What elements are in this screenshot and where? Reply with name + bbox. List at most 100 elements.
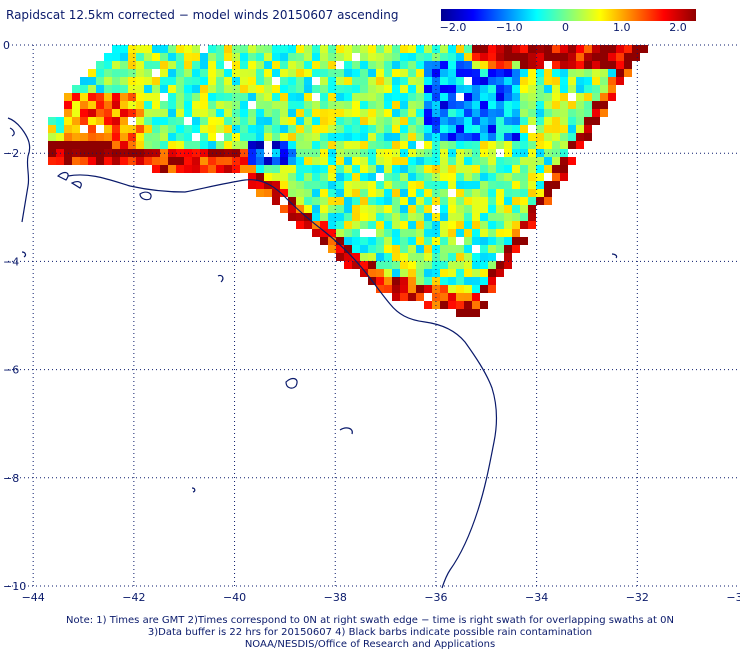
- swath-cell: [480, 197, 488, 205]
- swath-cell: [424, 141, 432, 149]
- colorbar-tick-label: 1.0: [613, 21, 631, 34]
- swath-cell: [288, 181, 296, 189]
- swath-cell: [464, 245, 472, 253]
- swath-cell: [256, 101, 264, 109]
- swath-cell: [160, 101, 168, 109]
- swath-cell: [336, 213, 344, 221]
- swath-cell: [408, 213, 416, 221]
- swath-cell: [472, 181, 480, 189]
- swath-cell: [312, 125, 320, 133]
- swath-cell: [512, 173, 520, 181]
- swath-cell: [272, 61, 280, 69]
- swath-cell: [488, 277, 496, 285]
- swath-cell: [368, 237, 376, 245]
- swath-cell: [464, 85, 472, 93]
- swath-cell: [376, 205, 384, 213]
- swath-cell: [488, 253, 496, 261]
- swath-cell: [352, 189, 360, 197]
- swath-cell: [368, 173, 376, 181]
- swath-cell: [128, 93, 136, 101]
- swath-cell: [264, 109, 272, 117]
- swath-cell: [344, 109, 352, 117]
- swath-cell: [224, 125, 232, 133]
- swath-cell: [488, 261, 496, 269]
- swath-cell: [496, 133, 504, 141]
- swath-cell: [256, 173, 264, 181]
- swath-cell: [416, 133, 424, 141]
- latitude-label: 0: [3, 39, 10, 52]
- swath-cell: [176, 45, 184, 53]
- swath-cell: [416, 261, 424, 269]
- swath-cell: [296, 117, 304, 125]
- swath-cell: [344, 125, 352, 133]
- swath-cell: [456, 157, 464, 165]
- swath-cell: [136, 85, 144, 93]
- swath-cell: [512, 125, 520, 133]
- swath-cell: [536, 141, 544, 149]
- swath-cell: [152, 53, 160, 61]
- swath-cell: [528, 157, 536, 165]
- swath-cell: [456, 245, 464, 253]
- swath-cell: [232, 117, 240, 125]
- swath-cell: [584, 45, 592, 53]
- swath-cell: [128, 133, 136, 141]
- swath-cell: [136, 101, 144, 109]
- swath-cell: [312, 45, 320, 53]
- swath-cell: [488, 173, 496, 181]
- swath-cell: [264, 181, 272, 189]
- map-title: Rapidscat 12.5km corrected − model winds…: [6, 8, 399, 22]
- swath-cell: [400, 77, 408, 85]
- swath-cell: [192, 93, 200, 101]
- swath-cell: [440, 285, 448, 293]
- swath-cell: [456, 309, 464, 317]
- swath-cell: [88, 93, 96, 101]
- swath-cell: [424, 301, 432, 309]
- swath-cell: [448, 213, 456, 221]
- swath-cell: [544, 125, 552, 133]
- swath-cell: [488, 197, 496, 205]
- swath-cell: [264, 117, 272, 125]
- swath-cell: [240, 125, 248, 133]
- swath-cell: [488, 269, 496, 277]
- swath-cell: [464, 293, 472, 301]
- swath-cell: [184, 53, 192, 61]
- swath-cell: [296, 69, 304, 77]
- swath-cell: [72, 101, 80, 109]
- swath-cell: [480, 229, 488, 237]
- swath-cell: [144, 85, 152, 93]
- swath-cell: [320, 173, 328, 181]
- swath-cell: [384, 253, 392, 261]
- swath-cell: [296, 157, 304, 165]
- swath-cell: [568, 85, 576, 93]
- swath-cell: [472, 253, 480, 261]
- swath-cell: [144, 101, 152, 109]
- swath-cell: [408, 85, 416, 93]
- swath-cell: [440, 189, 448, 197]
- swath-cell: [400, 109, 408, 117]
- swath-cell: [464, 277, 472, 285]
- swath-cell: [360, 181, 368, 189]
- swath-cell: [336, 141, 344, 149]
- swath-cell: [264, 53, 272, 61]
- swath-cell: [256, 45, 264, 53]
- swath-cell: [496, 141, 504, 149]
- swath-cell: [552, 141, 560, 149]
- swath-cell: [424, 133, 432, 141]
- swath-cell: [424, 53, 432, 61]
- swath-cell: [576, 69, 584, 77]
- footer-notes: Note: 1) Times are GMT 2)Times correspon…: [0, 615, 740, 651]
- swath-cell: [248, 45, 256, 53]
- swath-cell: [592, 69, 600, 77]
- swath-cell: [328, 245, 336, 253]
- swath-cell: [104, 61, 112, 69]
- swath-cell: [280, 77, 288, 85]
- swath-cell: [192, 157, 200, 165]
- swath-cell: [240, 69, 248, 77]
- swath-cell: [232, 77, 240, 85]
- swath-cell: [528, 205, 536, 213]
- swath-cell: [288, 85, 296, 93]
- swath-cell: [336, 101, 344, 109]
- swath-cell: [536, 197, 544, 205]
- swath-cell: [400, 45, 408, 53]
- swath-cell: [352, 197, 360, 205]
